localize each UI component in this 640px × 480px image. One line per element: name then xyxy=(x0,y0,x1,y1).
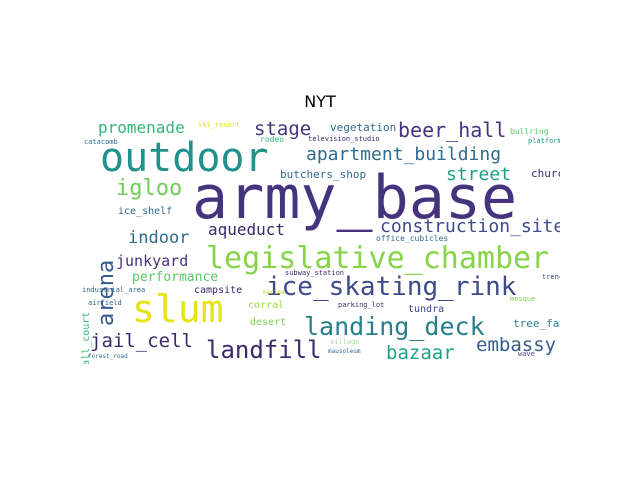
word-village: village xyxy=(330,338,360,346)
chart-title: NYT xyxy=(304,92,336,111)
word-embassy: embassy xyxy=(476,334,557,356)
word-stage: stage xyxy=(254,118,312,140)
word-subway-station: subway_station xyxy=(285,269,345,277)
word-trench: trench xyxy=(542,273,560,281)
word-beer-hall: beer_hall xyxy=(398,118,507,142)
word-desert: desert xyxy=(250,317,287,328)
word-cloud: army_base outdoor legislative_chamber ic… xyxy=(80,118,560,364)
word-ice-shelf: ice_shelf xyxy=(118,206,173,217)
word-mosque: mosque xyxy=(510,295,536,303)
word-slum: slum xyxy=(132,287,224,331)
word-outdoor: outdoor xyxy=(100,135,269,181)
word-aqueduct: aqueduct xyxy=(208,220,286,239)
word-butchers-shop: butchers_shop xyxy=(280,168,367,181)
word-corral: corral xyxy=(248,300,285,311)
word-construction-site: construction_site xyxy=(380,216,560,237)
word-landfill: landfill xyxy=(206,336,322,364)
word-bullring: bullring xyxy=(510,127,549,136)
word-apartment-building: apartment_building xyxy=(306,144,502,165)
word-catacomb: catacomb xyxy=(84,138,118,146)
word-army-base: army_base xyxy=(192,163,518,233)
word-jail-cell: jail_cell xyxy=(90,330,193,352)
word-television-studio: television_studio xyxy=(308,135,380,143)
word-junkyard: junkyard xyxy=(116,252,189,270)
word-tree-farm: tree_farm xyxy=(513,317,560,330)
word-wave: wave xyxy=(518,350,535,358)
word-performance: performance xyxy=(132,270,219,285)
word-parking-lot: parking_lot xyxy=(338,301,385,309)
word-industrial-area: industrial_area xyxy=(82,286,146,294)
word-mausoleum: mausoleum xyxy=(328,348,361,355)
word-vegetation: vegetation xyxy=(330,121,397,134)
word-marina: marina xyxy=(263,289,285,296)
word-ice-skating-rink: ice_skating_rink xyxy=(266,272,517,302)
word-ski-resort: ski_resort xyxy=(198,121,241,129)
word-street: street xyxy=(446,164,512,185)
word-airfield: airfield xyxy=(88,299,122,307)
word-tundra: tundra xyxy=(408,304,445,315)
word-rodeo: rodeo xyxy=(260,135,285,144)
word-promenade: promenade xyxy=(98,118,185,137)
word-office-cubicles: office_cubicles xyxy=(376,234,449,243)
word-indoor: indoor xyxy=(128,228,190,248)
word-igloo: igloo xyxy=(116,176,183,201)
word-campsite: campsite xyxy=(194,285,243,296)
word-platform: platform xyxy=(528,137,560,145)
word-bazaar: bazaar xyxy=(386,342,455,364)
word-landing-deck: landing_deck xyxy=(304,312,485,341)
word-church: church xyxy=(531,167,560,180)
word-forest-road: forest_road xyxy=(88,353,128,360)
word-legislative-chamber: legislative_chamber xyxy=(206,241,550,276)
